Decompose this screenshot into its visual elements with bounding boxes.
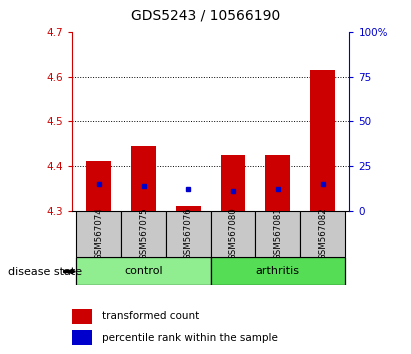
Bar [221, 155, 245, 211]
Bar [300, 211, 345, 257]
Text: GSM567076: GSM567076 [184, 207, 193, 260]
Text: GSM567074: GSM567074 [94, 207, 103, 260]
Text: GSM567082: GSM567082 [318, 207, 327, 260]
Bar [266, 155, 290, 211]
Bar [211, 211, 255, 257]
Bar [255, 211, 300, 257]
Text: arthritis: arthritis [256, 266, 300, 276]
Text: GSM567075: GSM567075 [139, 207, 148, 260]
Text: transformed count: transformed count [102, 311, 199, 321]
Text: GSM567081: GSM567081 [273, 207, 282, 260]
Bar [211, 257, 345, 285]
Text: percentile rank within the sample: percentile rank within the sample [102, 332, 277, 343]
Text: GDS5243 / 10566190: GDS5243 / 10566190 [131, 9, 280, 23]
Bar [72, 309, 92, 324]
Text: GSM567080: GSM567080 [229, 207, 238, 260]
Bar [86, 161, 111, 211]
Bar [131, 146, 156, 211]
Bar [72, 330, 92, 345]
Bar [176, 206, 201, 211]
Bar [76, 211, 121, 257]
Bar [76, 257, 211, 285]
Bar [310, 70, 335, 211]
Bar [121, 211, 166, 257]
Bar [166, 211, 211, 257]
Text: disease state: disease state [8, 267, 82, 276]
Text: control: control [124, 266, 163, 276]
